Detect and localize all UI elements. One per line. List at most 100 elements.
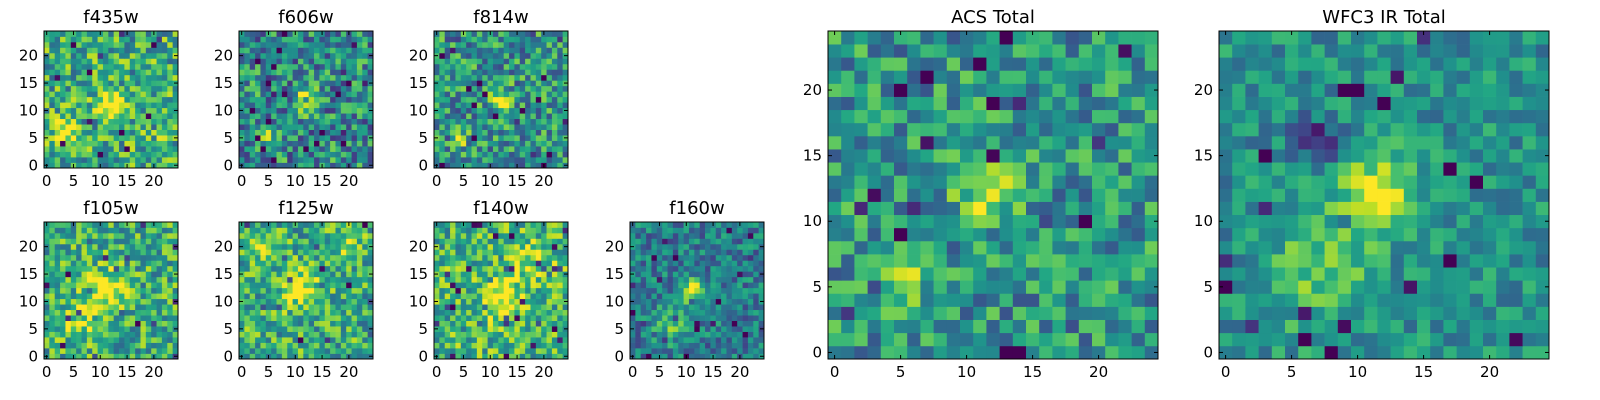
heatmap-cell — [161, 232, 168, 239]
heatmap-cell — [244, 157, 251, 163]
heatmap-cell — [249, 222, 256, 228]
heatmap-cell — [351, 227, 358, 234]
heatmap-cell — [60, 304, 66, 311]
y-tick-label: 5 — [418, 320, 428, 338]
heatmap-cell — [1118, 345, 1132, 360]
heatmap-cell — [319, 265, 326, 272]
heatmap-cell — [76, 31, 82, 37]
heatmap-cell — [907, 175, 921, 189]
heatmap-cell — [476, 129, 483, 136]
heatmap-cell — [70, 52, 77, 59]
heatmap-cell — [920, 280, 934, 294]
heatmap-cell — [76, 293, 82, 300]
heatmap-cell — [276, 320, 283, 327]
heatmap-cell — [662, 348, 668, 354]
heatmap-cell — [255, 287, 261, 294]
heatmap-cell — [135, 271, 141, 278]
heatmap-cell — [119, 124, 125, 130]
heatmap-cell — [535, 271, 542, 278]
heatmap-cell — [362, 298, 368, 305]
heatmap-cell — [346, 238, 352, 245]
heatmap-cell — [535, 129, 542, 136]
heatmap-cell — [330, 157, 336, 163]
heatmap-cell — [1105, 254, 1119, 268]
heatmap-cell — [145, 124, 152, 130]
heatmap-cell — [119, 146, 125, 152]
heatmap-cell — [65, 287, 72, 294]
heatmap-cell — [249, 287, 256, 294]
heatmap-cell — [514, 85, 521, 92]
heatmap-cell — [65, 232, 72, 239]
heatmap-cell — [76, 91, 82, 98]
heatmap-cell — [356, 331, 363, 338]
heatmap-cell — [124, 80, 131, 87]
heatmap-cell — [81, 80, 88, 87]
heatmap-cell — [81, 287, 88, 294]
heatmap-cell — [503, 74, 510, 81]
heatmap-cell — [340, 331, 347, 338]
heatmap-cell — [737, 287, 743, 294]
heatmap-cell — [455, 260, 462, 267]
heatmap-cell — [60, 36, 66, 43]
heatmap-cell — [450, 58, 456, 65]
heatmap-cell — [667, 342, 674, 349]
heatmap-cell — [281, 232, 288, 239]
heatmap-cell — [439, 124, 446, 130]
heatmap-cell — [314, 96, 320, 103]
heatmap-cell — [688, 254, 695, 261]
heatmap-cell — [60, 243, 66, 250]
heatmap-cell — [492, 282, 499, 289]
heatmap-cell — [319, 124, 326, 130]
heatmap-cell — [308, 227, 315, 234]
heatmap-cell — [854, 240, 868, 255]
heatmap-cell — [308, 304, 315, 311]
heatmap-cell — [519, 96, 526, 103]
heatmap-cell — [276, 47, 283, 54]
heatmap-cell — [340, 102, 347, 109]
heatmap-cell — [145, 227, 152, 234]
heatmap-cell — [239, 36, 245, 43]
heatmap-cell — [509, 47, 515, 54]
heatmap-cell — [880, 254, 895, 268]
heatmap-cell — [340, 85, 347, 92]
heatmap-cell — [161, 69, 168, 76]
heatmap-cell — [102, 69, 109, 76]
heatmap-cell — [530, 282, 537, 289]
heatmap-cell — [113, 69, 120, 76]
heatmap-cell — [81, 304, 88, 311]
heatmap-cell — [551, 118, 558, 125]
heatmap-cell — [439, 162, 446, 169]
heatmap-cell — [460, 309, 467, 316]
heatmap-cell — [439, 91, 446, 98]
heatmap-cell — [340, 118, 347, 125]
heatmap-cell — [960, 240, 974, 255]
heatmap-cell — [721, 222, 727, 228]
heatmap-cell — [102, 91, 109, 98]
heatmap-cell — [699, 222, 706, 228]
heatmap-cell — [292, 107, 299, 114]
heatmap-cell — [688, 342, 695, 349]
heatmap-cell — [86, 85, 93, 92]
heatmap-cell — [1052, 188, 1066, 202]
heatmap-cell — [113, 331, 120, 338]
heatmap-cell — [255, 151, 261, 158]
heatmap-cell — [86, 232, 93, 239]
heatmap-cell — [102, 227, 109, 234]
heatmap-cell — [367, 287, 374, 294]
heatmap-cell — [167, 293, 173, 300]
heatmap-cell — [129, 80, 136, 87]
heatmap-cell — [324, 58, 331, 65]
heatmap-cell — [439, 118, 446, 125]
heatmap-cell — [81, 69, 88, 76]
heatmap-cell — [551, 31, 558, 37]
heatmap-cell — [450, 69, 456, 76]
heatmap-cell — [672, 265, 679, 272]
heatmap-cell — [60, 91, 66, 98]
heatmap-cell — [541, 304, 547, 311]
heatmap-cell — [113, 260, 120, 267]
heatmap-cell — [498, 69, 505, 76]
heatmap-cell — [715, 298, 722, 305]
heatmap-cell — [172, 320, 179, 327]
heatmap-cell — [271, 146, 277, 152]
heatmap-cell — [308, 260, 315, 267]
